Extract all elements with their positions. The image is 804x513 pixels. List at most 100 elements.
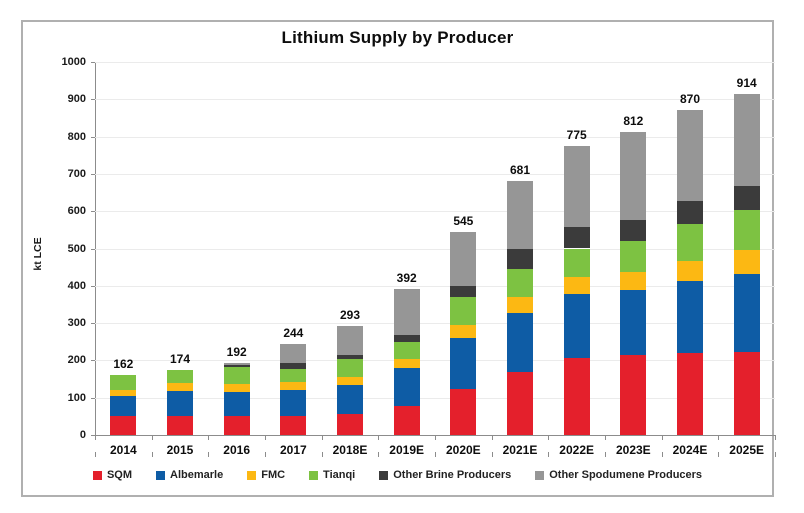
x-axis-label-2020E: 2020E bbox=[445, 443, 481, 457]
category-tick-top bbox=[718, 435, 720, 440]
bar-total-2018E: 293 bbox=[339, 307, 361, 322]
y-tick-label-400: 400 bbox=[67, 279, 86, 292]
y-tick-label-100: 100 bbox=[67, 391, 86, 404]
x-axis-label-2024E: 2024E bbox=[672, 443, 708, 457]
bar-segment-other-spodumene-producers-2018E bbox=[337, 325, 363, 355]
y-tick-0 bbox=[91, 435, 95, 436]
y-tick-600 bbox=[91, 211, 95, 213]
y-tick-400 bbox=[91, 285, 95, 287]
bar-segment-fmc-2022E bbox=[563, 276, 590, 294]
y-tick-label-900: 900 bbox=[67, 93, 86, 106]
bar-total-2016: 192 bbox=[226, 345, 247, 360]
x-axis-label-2017: 2017 bbox=[279, 443, 307, 457]
gridline-400 bbox=[95, 285, 775, 287]
bar-segment-other-spodumene-producers-2024E bbox=[677, 110, 703, 202]
bar-segment-other-brine-producers-2017 bbox=[280, 363, 307, 369]
category-tick-top bbox=[435, 435, 436, 440]
category-tick-bottom bbox=[378, 452, 380, 457]
bar-total-2024E: 870 bbox=[679, 92, 701, 107]
bar-segment-albemarle-2021E bbox=[507, 313, 533, 372]
legend: SQM Albemarle FMC Tianqi Other Brine Produce… bbox=[21, 469, 774, 481]
x-axis-label-2021E: 2021E bbox=[502, 443, 538, 457]
x-axis-label-2022E: 2022E bbox=[559, 443, 594, 457]
bar-total-2014: 162 bbox=[113, 356, 134, 371]
bar-segment-other-brine-producers-2019E bbox=[393, 335, 420, 342]
bar-segment-albemarle-2025E bbox=[733, 273, 760, 353]
legend-label: Other Brine Producers bbox=[393, 469, 512, 481]
category-tick-top bbox=[208, 435, 210, 440]
legend-swatch-icon bbox=[309, 470, 319, 480]
category-tick-bottom bbox=[605, 452, 606, 457]
bar-segment-fmc-2019E bbox=[393, 358, 420, 368]
gridline-1000 bbox=[95, 62, 775, 63]
y-tick-label-600: 600 bbox=[67, 205, 86, 218]
legend-item-other-spodumene-producers: Other Spodumene Producers bbox=[535, 469, 702, 481]
legend-label: Other Spodumene Producers bbox=[549, 469, 703, 481]
gridline-200 bbox=[95, 360, 775, 362]
bar-total-2021E: 681 bbox=[509, 162, 531, 177]
chart-title: Lithium Supply by Producer bbox=[281, 28, 514, 47]
category-tick-bottom bbox=[661, 452, 663, 457]
bar-segment-other-brine-producers-2016 bbox=[223, 365, 250, 368]
bar-segment-other-spodumene-producers-2016 bbox=[223, 363, 250, 366]
category-tick-bottom bbox=[151, 452, 153, 457]
x-axis-label-2018E: 2018E bbox=[332, 443, 368, 457]
bar-segment-tianqi-2017 bbox=[280, 368, 307, 383]
bar-segment-other-spodumene-producers-2017 bbox=[280, 343, 307, 364]
y-tick-800 bbox=[91, 136, 95, 138]
bar-segment-tianqi-2021E bbox=[507, 268, 533, 297]
bar-segment-other-spodumene-producers-2020E bbox=[450, 231, 477, 286]
category-tick-bottom bbox=[265, 452, 266, 457]
bar-total-2015: 174 bbox=[169, 352, 191, 367]
bar-segment-sqm-2015 bbox=[167, 415, 193, 435]
bar-segment-tianqi-2014 bbox=[110, 374, 137, 390]
legend-item-fmc: FMC bbox=[247, 469, 285, 481]
bar-segment-other-brine-producers-2018E bbox=[337, 354, 363, 359]
gridline-500 bbox=[95, 248, 775, 250]
category-tick-bottom bbox=[718, 452, 720, 457]
category-tick-top bbox=[265, 435, 266, 440]
category-tick-top bbox=[321, 435, 323, 440]
bar-segment-sqm-2023E bbox=[620, 355, 647, 435]
y-tick-label-300: 300 bbox=[67, 317, 86, 330]
bar-segment-tianqi-2019E bbox=[393, 341, 420, 359]
bar-segment-albemarle-2017 bbox=[280, 390, 307, 416]
legend-item-sqm: SQM bbox=[92, 469, 133, 481]
bar-segment-fmc-2018E bbox=[337, 376, 363, 385]
legend-label: FMC bbox=[261, 469, 286, 481]
bar-segment-other-brine-producers-2024E bbox=[677, 201, 703, 224]
bar-segment-albemarle-2014 bbox=[110, 396, 137, 417]
bar-segment-albemarle-2022E bbox=[563, 293, 590, 359]
x-axis-label-2025E: 2025E bbox=[729, 443, 764, 457]
legend-swatch-icon bbox=[247, 470, 257, 480]
bar-segment-other-brine-producers-2021E bbox=[507, 248, 533, 269]
bar-segment-tianqi-2020E bbox=[450, 296, 477, 325]
bar-segment-sqm-2017 bbox=[280, 415, 307, 435]
category-tick-top bbox=[95, 435, 96, 440]
bar-segment-tianqi-2025E bbox=[733, 210, 760, 251]
x-axis-label-2023E: 2023E bbox=[615, 443, 651, 457]
category-tick-top bbox=[378, 435, 380, 440]
legend-label: SQM bbox=[106, 469, 133, 481]
y-tick-label-700: 700 bbox=[67, 167, 86, 180]
y-axis-line bbox=[95, 62, 96, 440]
legend-swatch-icon bbox=[535, 470, 545, 480]
x-axis-label-2015: 2015 bbox=[166, 443, 194, 457]
bar-segment-albemarle-2023E bbox=[620, 289, 647, 356]
bar-segment-fmc-2025E bbox=[733, 250, 760, 274]
bar-total-2022E: 775 bbox=[566, 127, 587, 142]
y-axis-title: kt LCE bbox=[32, 237, 44, 271]
category-tick-bottom bbox=[95, 452, 96, 457]
bar-segment-albemarle-2019E bbox=[393, 367, 420, 406]
legend-swatch-icon bbox=[379, 470, 389, 480]
y-tick-label-1000: 1000 bbox=[61, 56, 86, 68]
bar-segment-other-spodumene-producers-2022E bbox=[563, 145, 590, 228]
bar-segment-albemarle-2015 bbox=[167, 390, 193, 416]
bar-segment-sqm-2025E bbox=[733, 352, 760, 435]
category-tick-bottom bbox=[435, 452, 436, 457]
bar-segment-albemarle-2024E bbox=[677, 280, 703, 354]
legend-swatch-icon bbox=[92, 470, 102, 480]
bar-total-2020E: 545 bbox=[453, 213, 474, 228]
category-tick-bottom bbox=[321, 452, 323, 457]
bar-segment-other-brine-producers-2023E bbox=[620, 220, 647, 242]
